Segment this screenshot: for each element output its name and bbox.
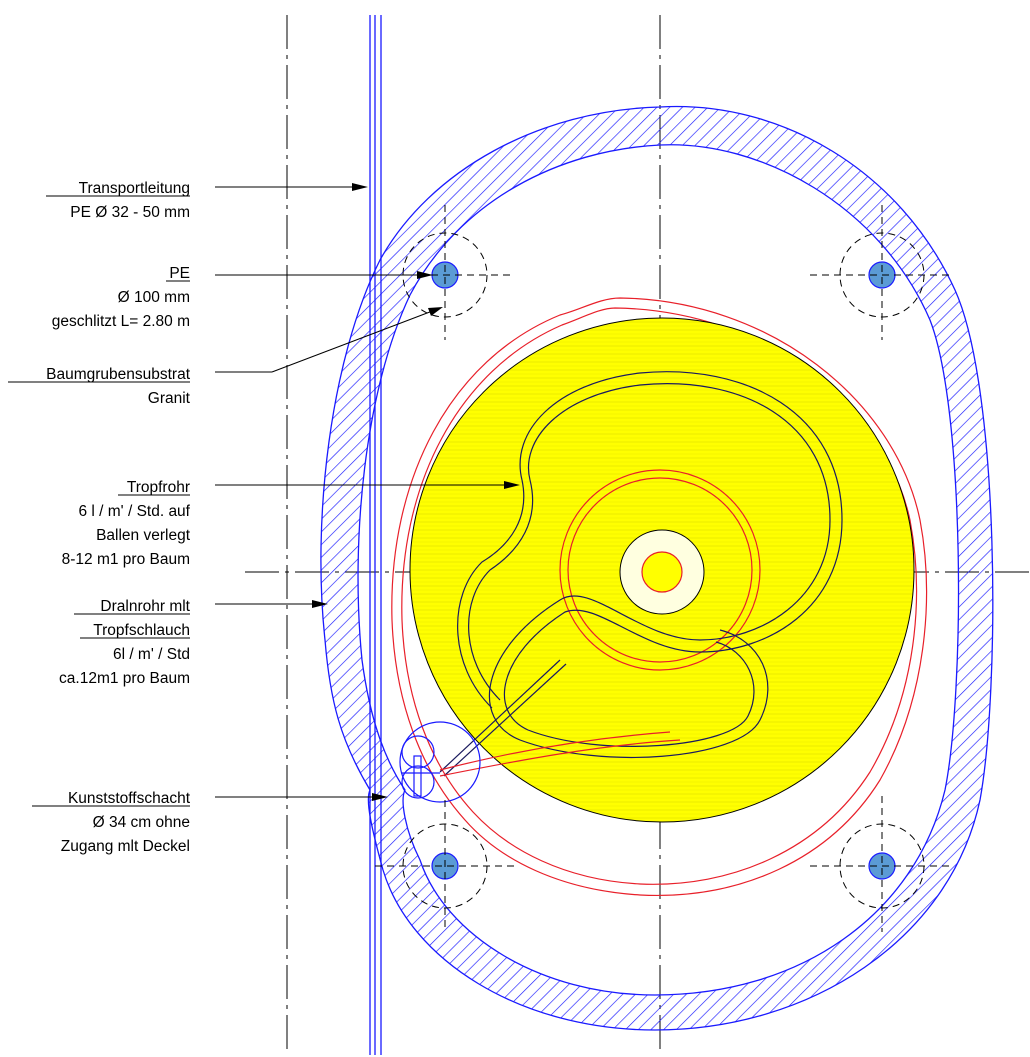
label-pe: PE Ø 100 mm geschlitzt L= 2.80 m <box>52 265 190 330</box>
pe-pipes <box>375 205 952 932</box>
leader-lines <box>215 183 520 801</box>
label-substrat-material: Granit <box>148 390 191 407</box>
drip-pipe-loop <box>439 371 843 777</box>
label-drainrohr: Dralnrohr mlt Tropfschlauch 6l / m' / St… <box>59 598 191 687</box>
label-pe-diameter: Ø 100 mm <box>118 289 190 306</box>
inspection-shaft <box>399 721 481 803</box>
label-tropfrohr: Tropfrohr 6 l / m' / Std. auf Ballen ver… <box>62 479 191 568</box>
label-pe-title: PE <box>169 265 190 282</box>
label-transport-spec: PE Ø 32 - 50 mm <box>70 204 190 221</box>
planting-area <box>391 297 928 897</box>
label-pe-length: geschlitzt L= 2.80 m <box>52 313 190 330</box>
pe-pipe-bottom-left <box>375 800 515 932</box>
label-drainrohr-title: Dralnrohr mlt <box>100 598 190 615</box>
shaft-feed-lines <box>439 731 681 777</box>
label-substrat-title: Baumgrubensubstrat <box>46 366 191 383</box>
label-transport: Transportleitung PE Ø 32 - 50 mm <box>46 180 190 221</box>
pe-pipe-top-right <box>810 205 952 340</box>
label-drainrohr-rate: 6l / m' / Std <box>113 646 190 663</box>
transport-pipe <box>369 15 382 1055</box>
pe-pipe-bottom-right <box>810 796 952 932</box>
drain-ring <box>320 105 994 1031</box>
label-drainrohr-length: ca.12m1 pro Baum <box>59 670 190 687</box>
tree-trunk <box>619 529 705 615</box>
label-substrat: Baumgrubensubstrat Granit <box>8 366 191 407</box>
label-tropfrohr-length: 8-12 m1 pro Baum <box>62 551 190 568</box>
label-schacht-title: Kunststoffschacht <box>68 790 191 807</box>
label-schacht: Kunststoffschacht Ø 34 cm ohne Zugang ml… <box>32 790 191 855</box>
label-schacht-access: Zugang mlt Deckel <box>61 838 190 855</box>
label-schacht-diameter: Ø 34 cm ohne <box>93 814 190 831</box>
label-transport-title: Transportleitung <box>79 180 190 197</box>
label-tropfrohr-laying: Ballen verlegt <box>96 527 191 544</box>
label-tropfrohr-rate: 6 l / m' / Std. auf <box>78 503 190 520</box>
label-drainrohr-hose: Tropfschlauch <box>93 622 190 639</box>
label-tropfrohr-title: Tropfrohr <box>127 479 190 496</box>
